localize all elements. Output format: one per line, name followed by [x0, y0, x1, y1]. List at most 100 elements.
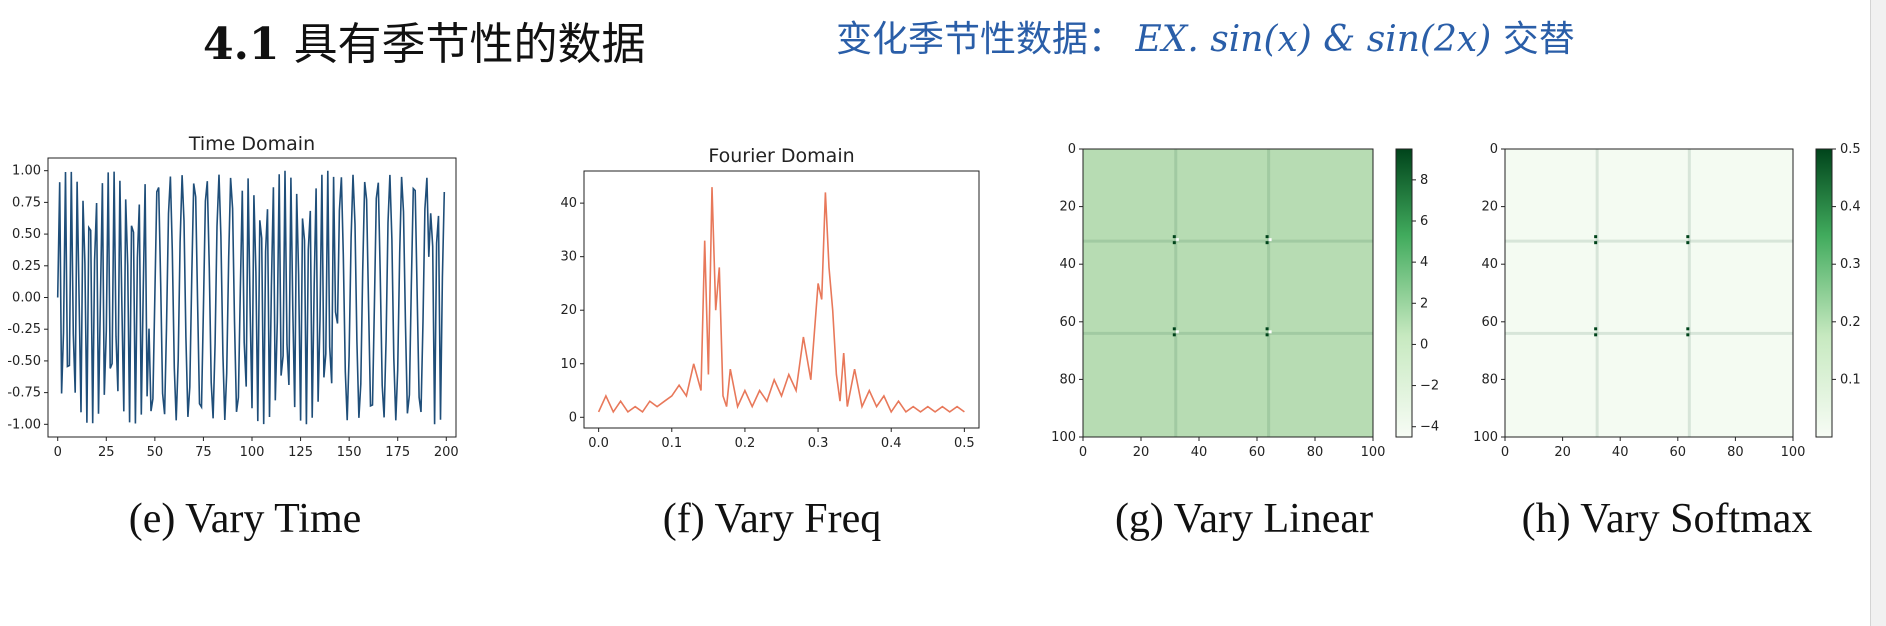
- softmax-xtick-label: 80: [1727, 445, 1744, 460]
- linear-hotspot-cell: [1265, 235, 1269, 239]
- linear-ytick-label: 20: [1059, 200, 1076, 215]
- softmax-ytick-label: 100: [1473, 430, 1498, 445]
- time-series-line: [56, 170, 446, 425]
- linear-xtick-label: 100: [1361, 445, 1386, 460]
- linear-colorbar: [1395, 148, 1413, 438]
- softmax-ytick-label: 0: [1490, 142, 1498, 157]
- softmax-xtick-label: 60: [1670, 445, 1687, 460]
- softmax-heat-background: [1505, 149, 1793, 437]
- linear-ytick-label: 80: [1059, 372, 1076, 387]
- linear-xtick-label: 60: [1249, 445, 1266, 460]
- linear-hotspot-cell-light: [1175, 238, 1179, 242]
- freq-ytick-label: 20: [560, 303, 577, 318]
- freq-xtick-label: 0.1: [661, 436, 682, 451]
- linear-hotspot-cell-light: [1268, 238, 1272, 242]
- freq-series-line: [597, 187, 965, 414]
- linear-hotspot-cell: [1265, 333, 1269, 337]
- linear-hotspot-cell: [1265, 241, 1269, 245]
- softmax-xtick-label: 100: [1781, 445, 1806, 460]
- softmax-xtick-label: 40: [1612, 445, 1629, 460]
- freq-ytick-label: 30: [560, 250, 577, 265]
- softmax-ytick-label: 40: [1481, 257, 1498, 272]
- linear-hotspot-cell: [1172, 327, 1176, 331]
- softmax-cbar-tick-label: 0.4: [1840, 200, 1861, 215]
- softmax-ytick-label: 20: [1481, 200, 1498, 215]
- slide-subtitle: 变化季节性数据： EX. sin(x) & sin(2x) 交替: [836, 10, 1575, 62]
- softmax-cbar-tick-label: 0.5: [1840, 142, 1861, 157]
- softmax-xtick-label: 0: [1501, 445, 1509, 460]
- time-ytick-label: 0.50: [12, 227, 41, 242]
- slide-title-text: 具有季节性的数据: [293, 19, 646, 70]
- time-xtick-label: 200: [434, 445, 459, 460]
- time-ytick-label: 0.25: [12, 259, 41, 274]
- freq-xtick-label: 0.0: [588, 436, 609, 451]
- time-xtick-label: 75: [195, 445, 212, 460]
- time-ytick-label: -0.25: [7, 322, 41, 337]
- freq-xtick-label: 0.2: [735, 436, 756, 451]
- slide-title-number: 4.1: [203, 19, 280, 70]
- softmax-hotspot-cell: [1686, 333, 1690, 337]
- time-ytick-label: -0.50: [7, 354, 41, 369]
- freq-xtick-label: 0.3: [808, 436, 829, 451]
- linear-hotspot-cell: [1172, 241, 1176, 245]
- linear-heat-background: [1083, 149, 1373, 437]
- time-ytick-label: -1.00: [7, 417, 41, 432]
- freq-ytick-label: 10: [560, 357, 577, 372]
- subtitle-formula: EX. sin(x) & sin(2x): [1135, 19, 1492, 60]
- linear-xtick-label: 80: [1307, 445, 1324, 460]
- softmax-hotspot-cell: [1594, 235, 1598, 239]
- time-xtick-label: 50: [147, 445, 164, 460]
- softmax-hotspot-cell: [1594, 241, 1598, 245]
- subtitle-suffix: 交替: [1502, 19, 1575, 60]
- softmax-hotspot-cell: [1686, 327, 1690, 331]
- linear-ytick-label: 60: [1059, 315, 1076, 330]
- softmax-hotspot-cell: [1594, 327, 1598, 331]
- time-xtick-label: 150: [337, 445, 362, 460]
- time-ytick-label: 0.75: [12, 195, 41, 210]
- freq-xtick-label: 0.5: [954, 436, 975, 451]
- linear-cbar-tick-label: 8: [1420, 173, 1428, 188]
- linear-hotspot-cell-light: [1268, 330, 1272, 334]
- linear-cbar-tick-label: 0: [1420, 337, 1428, 352]
- linear-cbar-tick-label: 2: [1420, 296, 1428, 311]
- linear-xtick-label: 20: [1133, 445, 1150, 460]
- freq-title: Fourier Domain: [708, 145, 854, 167]
- caption-vary-time: (e) Vary Time: [128, 496, 362, 542]
- freq-axes-frame: [583, 170, 980, 429]
- softmax-colorbar: [1815, 148, 1833, 438]
- linear-cbar-tick-label: −4: [1420, 420, 1439, 435]
- caption-vary-freq: (f) Vary Freq: [662, 496, 882, 542]
- caption-vary-linear: (g) Vary Linear: [1114, 496, 1374, 542]
- linear-axes-frame: [1082, 148, 1374, 438]
- linear-cbar-tick-label: −2: [1420, 379, 1439, 394]
- softmax-hotspot-cell: [1594, 333, 1598, 337]
- linear-hotspot-cell-light: [1175, 330, 1179, 334]
- softmax-cbar-tick-label: 0.2: [1840, 315, 1861, 330]
- time-xtick-label: 25: [98, 445, 115, 460]
- linear-cbar-tick-label: 6: [1420, 214, 1428, 229]
- time-xtick-label: 175: [385, 445, 410, 460]
- time-xtick-label: 0: [54, 445, 62, 460]
- time-xtick-label: 125: [288, 445, 313, 460]
- softmax-xtick-label: 20: [1554, 445, 1571, 460]
- subtitle-prefix: 变化季节性数据：: [836, 19, 1125, 60]
- linear-ytick-label: 0: [1068, 142, 1076, 157]
- caption-vary-softmax: (h) Vary Softmax: [1521, 496, 1813, 542]
- freq-ytick-label: 0: [569, 410, 577, 425]
- softmax-cbar-tick-label: 0.3: [1840, 257, 1861, 272]
- freq-ytick-label: 40: [560, 196, 577, 211]
- softmax-hotspot-cell: [1686, 241, 1690, 245]
- linear-hotspot-cell: [1172, 333, 1176, 337]
- window-edge: [1870, 0, 1886, 626]
- softmax-ytick-label: 80: [1481, 372, 1498, 387]
- linear-ytick-label: 40: [1059, 257, 1076, 272]
- freq-xtick-label: 0.4: [881, 436, 902, 451]
- linear-xtick-label: 0: [1079, 445, 1087, 460]
- softmax-cbar-tick-label: 0.1: [1840, 372, 1861, 387]
- slide-title: 4.1 具有季节性的数据: [203, 8, 646, 72]
- time-xtick-label: 100: [240, 445, 265, 460]
- linear-ytick-label: 100: [1051, 430, 1076, 445]
- linear-hotspot-cell: [1172, 235, 1176, 239]
